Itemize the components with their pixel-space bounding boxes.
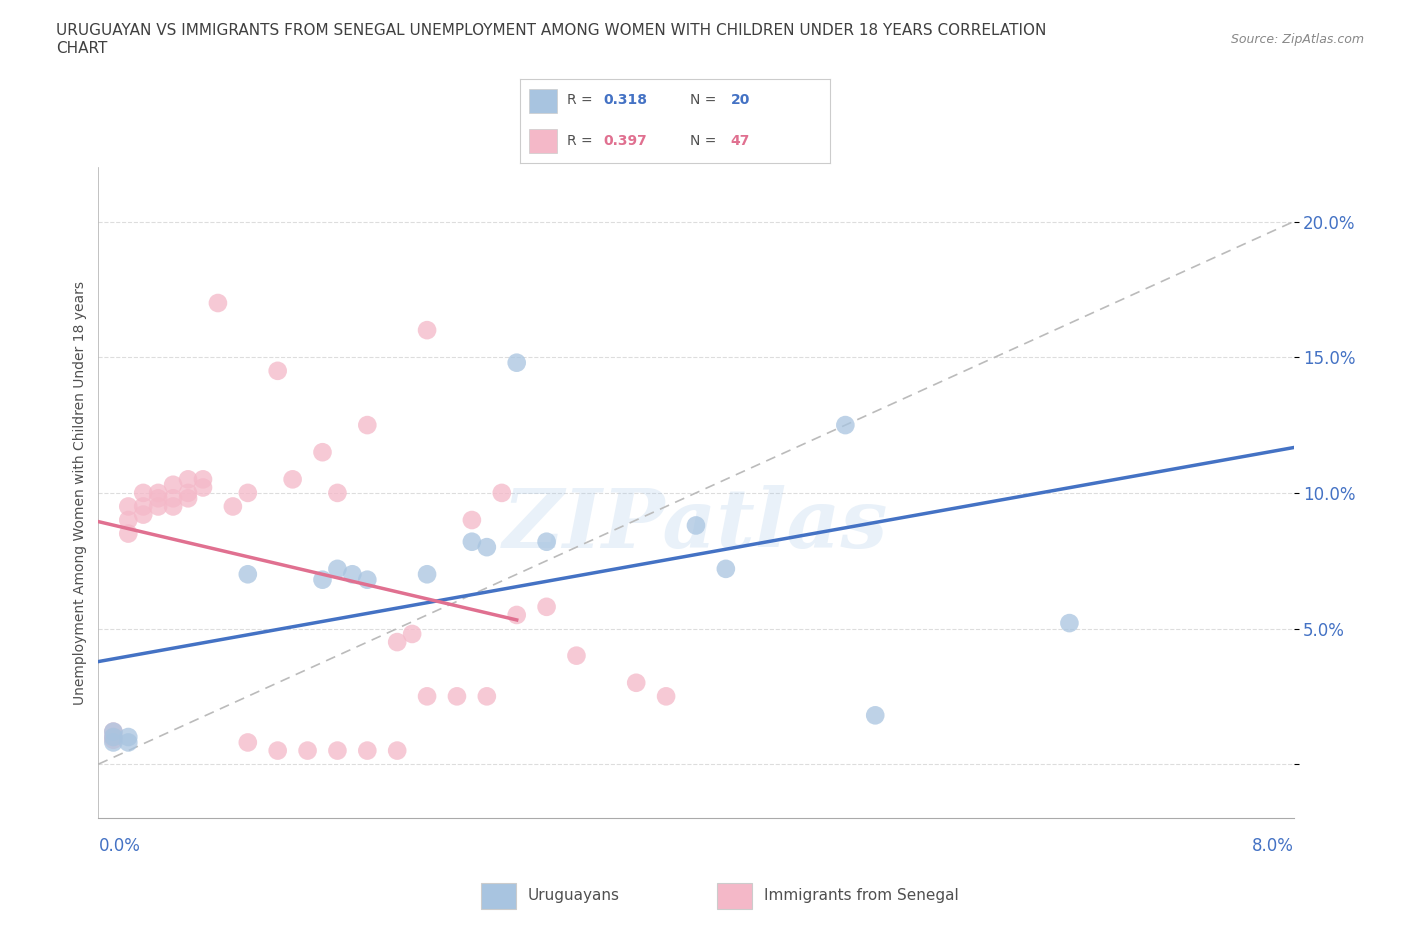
Point xyxy=(132,499,155,514)
Point xyxy=(416,323,439,338)
Text: N =: N = xyxy=(690,135,721,149)
Text: Immigrants from Senegal: Immigrants from Senegal xyxy=(765,887,959,903)
Bar xyxy=(530,89,557,113)
Point xyxy=(222,499,245,514)
Point xyxy=(475,689,498,704)
Text: 0.318: 0.318 xyxy=(603,93,648,107)
Point xyxy=(236,567,259,582)
Point xyxy=(461,512,484,527)
Text: R =: R = xyxy=(567,135,596,149)
Point xyxy=(103,724,125,739)
Point xyxy=(132,507,155,522)
Point xyxy=(297,743,319,758)
Point xyxy=(267,364,290,379)
Y-axis label: Unemployment Among Women with Children Under 18 years: Unemployment Among Women with Children U… xyxy=(73,281,87,705)
Point xyxy=(177,472,200,486)
Point xyxy=(385,743,409,758)
Bar xyxy=(530,129,557,153)
Point xyxy=(103,729,125,744)
Text: ZIPatlas: ZIPatlas xyxy=(503,485,889,565)
Point xyxy=(207,296,229,311)
Point xyxy=(281,472,304,486)
Point xyxy=(117,499,139,514)
Text: URUGUAYAN VS IMMIGRANTS FROM SENEGAL UNEMPLOYMENT AMONG WOMEN WITH CHILDREN UNDE: URUGUAYAN VS IMMIGRANTS FROM SENEGAL UNE… xyxy=(56,23,1046,56)
Point xyxy=(311,445,333,459)
Point xyxy=(177,485,200,500)
Point xyxy=(326,562,349,577)
Point xyxy=(236,735,259,750)
Point xyxy=(416,689,439,704)
Point xyxy=(177,491,200,506)
Point xyxy=(491,485,513,500)
Text: 20: 20 xyxy=(731,93,749,107)
Point xyxy=(236,485,259,500)
Bar xyxy=(481,883,516,910)
Point xyxy=(326,485,349,500)
Point xyxy=(416,567,439,582)
Point xyxy=(1059,616,1081,631)
Bar xyxy=(717,883,752,910)
Point xyxy=(148,485,170,500)
Point xyxy=(162,499,184,514)
Point xyxy=(103,724,125,739)
Point xyxy=(461,534,484,549)
Text: Uruguayans: Uruguayans xyxy=(529,887,620,903)
Point xyxy=(311,572,333,587)
Point xyxy=(655,689,678,704)
Point xyxy=(446,689,468,704)
Point xyxy=(117,512,139,527)
Point xyxy=(685,518,707,533)
Point xyxy=(103,732,125,747)
Point xyxy=(356,418,378,432)
Point xyxy=(385,634,409,649)
Text: 8.0%: 8.0% xyxy=(1251,837,1294,855)
Point xyxy=(356,743,378,758)
Point xyxy=(834,418,856,432)
Point xyxy=(117,729,139,744)
Point xyxy=(132,485,155,500)
Point xyxy=(117,526,139,541)
Point xyxy=(148,499,170,514)
Point xyxy=(356,572,378,587)
Text: R =: R = xyxy=(567,93,596,107)
Point xyxy=(103,735,125,750)
Point xyxy=(267,743,290,758)
Point xyxy=(714,562,737,577)
Point xyxy=(536,600,558,615)
Text: 47: 47 xyxy=(731,135,749,149)
Text: N =: N = xyxy=(690,93,721,107)
Text: 0.397: 0.397 xyxy=(603,135,648,149)
Point xyxy=(536,534,558,549)
Point xyxy=(506,355,529,370)
Point xyxy=(191,472,214,486)
Text: Source: ZipAtlas.com: Source: ZipAtlas.com xyxy=(1230,33,1364,46)
Point xyxy=(624,675,647,690)
Point xyxy=(117,735,139,750)
Point xyxy=(103,729,125,744)
Point xyxy=(863,708,886,723)
Point xyxy=(191,480,214,495)
Point xyxy=(401,627,423,642)
Point xyxy=(506,607,529,622)
Point xyxy=(342,567,364,582)
Point xyxy=(162,477,184,492)
Point xyxy=(475,539,498,554)
Text: 0.0%: 0.0% xyxy=(98,837,141,855)
Point xyxy=(565,648,588,663)
Point xyxy=(162,491,184,506)
Point xyxy=(326,743,349,758)
Point xyxy=(148,491,170,506)
